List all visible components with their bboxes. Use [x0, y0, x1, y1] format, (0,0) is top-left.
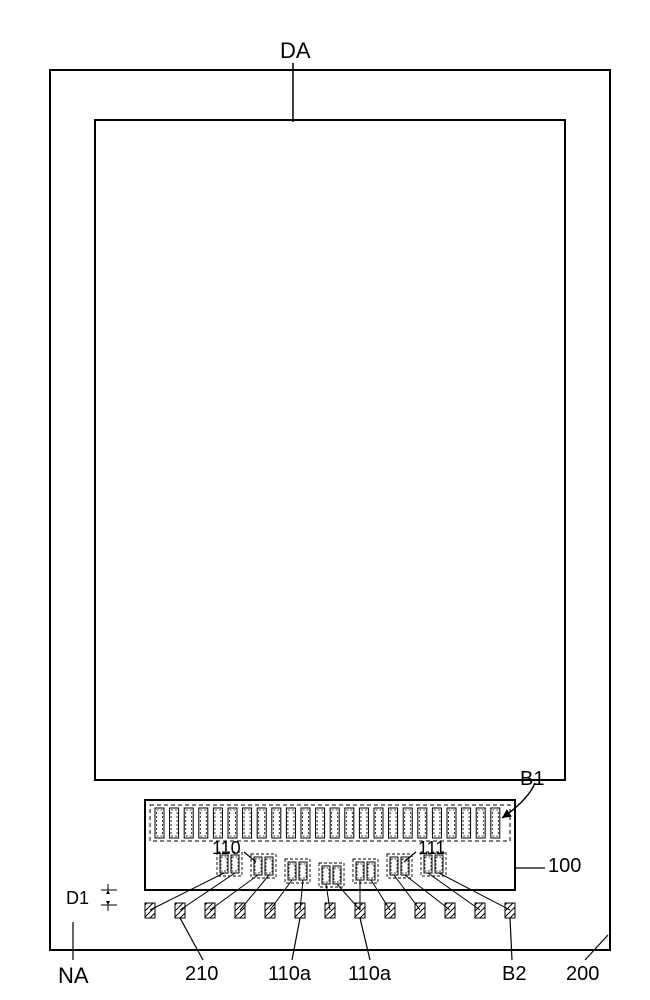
- label-210: 210: [185, 963, 218, 986]
- label-D1: D1: [66, 888, 89, 909]
- label-DA: DA: [280, 38, 311, 64]
- label-B1: B1: [520, 768, 544, 791]
- diagram-svg: [0, 0, 650, 1000]
- label-110: 110: [212, 838, 241, 859]
- label-B2: B2: [502, 963, 526, 986]
- label-100: 100: [548, 855, 581, 878]
- label-110a-right: 110a: [348, 963, 391, 986]
- label-111: 111: [418, 838, 445, 859]
- diagram-canvas: DA NA B1 B2 D1 100 200 110 111 210 110a …: [0, 0, 650, 1000]
- label-200: 200: [566, 963, 599, 986]
- label-NA: NA: [58, 963, 89, 989]
- label-110a-left: 110a: [268, 963, 311, 986]
